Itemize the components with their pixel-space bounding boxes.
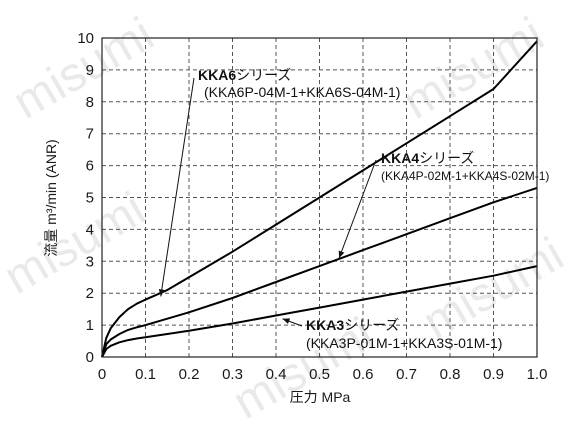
annotation-kka4: KKA4シリーズ (KKA4P-02M-1+KKA4S-02M-1) (381, 150, 549, 183)
y-tick-label: 5 (86, 190, 94, 207)
y-tick-label: 7 (86, 126, 94, 143)
annotation-kka3-title-bold: KKA3 (306, 317, 344, 333)
series-line-KKA3シリーズ (101, 265, 538, 358)
annotation-kka3: KKA3シリーズ (KKA3P-01M-1+KKA3S-01M-1) (306, 317, 502, 351)
annotation-arrow-kka3 (282, 318, 303, 327)
y-tick-label: 1 (86, 317, 94, 334)
y-tick-label: 4 (86, 221, 94, 238)
y-tick-label: 10 (77, 30, 94, 47)
annotation-kka6-title: KKA6シリーズ (198, 67, 291, 83)
series-line-KKA6シリーズ (101, 40, 538, 358)
y-tick-label: 6 (86, 158, 94, 175)
y-tick-label: 9 (86, 62, 94, 79)
annotation-arrow-kka6 (158, 77, 195, 297)
annotation-kka3-title: KKA3シリーズ (306, 317, 399, 333)
y-tick-label: 3 (86, 253, 94, 270)
series-line-KKA4シリーズ (101, 186, 538, 358)
x-tick-label: 0 (98, 366, 106, 383)
x-tick-label: 0.6 (353, 366, 374, 383)
x-tick-label: 0.1 (135, 366, 156, 383)
annotation-kka4-detail: (KKA4P-02M-1+KKA4S-02M-1) (381, 169, 549, 183)
annotation-kka3-detail: (KKA3P-01M-1+KKA3S-01M-1) (306, 335, 502, 351)
x-axis-title: 圧力 MPa (290, 389, 351, 405)
x-tick-label: 0.7 (396, 366, 417, 383)
y-tick-label: 0 (86, 349, 94, 366)
annotation-arrows (158, 77, 377, 327)
x-tick-label: 1.0 (527, 366, 548, 383)
y-axis-title: 流量 m³/min (ANR) (43, 139, 59, 256)
annotation-arrow-kka4 (338, 159, 377, 259)
watermark-text: misumi (0, 183, 154, 305)
x-tick-label: 0.9 (483, 366, 504, 383)
watermark-text: misumi (4, 8, 162, 130)
annotation-kka4-title-bold: KKA4 (381, 150, 419, 166)
annotation-kka6-title-rest: シリーズ (236, 67, 291, 83)
x-tick-label: 0.4 (266, 366, 287, 383)
annotation-kka4-title: KKA4シリーズ (381, 150, 474, 166)
series-lines (101, 40, 538, 358)
watermark-text: misumi (394, 8, 552, 130)
y-tick-label: 2 (86, 285, 94, 302)
x-tick-label: 0.5 (309, 366, 330, 383)
y-tick-label: 8 (86, 94, 94, 111)
x-tick-labels: 0 0.1 0.2 0.3 0.4 0.5 0.6 0.7 0.8 0.9 1.0 (98, 366, 548, 383)
annotation-kka4-title-rest: シリーズ (419, 150, 474, 166)
plot-frame (101, 37, 538, 358)
annotation-kka6-title-bold: KKA6 (198, 67, 236, 83)
annotation-kka6: KKA6シリーズ (KKA6P-04M-1+KKA6S-04M-1) (198, 67, 400, 100)
x-tick-label: 0.2 (179, 366, 200, 383)
x-tick-label: 0.3 (222, 366, 243, 383)
watermark-text: misumi (414, 228, 572, 350)
y-tick-labels: 0 1 2 3 4 5 6 7 8 9 10 (77, 30, 94, 366)
x-tick-label: 0.8 (440, 366, 461, 383)
annotation-kka6-detail: (KKA6P-04M-1+KKA6S-04M-1) (204, 84, 400, 100)
annotation-kka3-title-rest: シリーズ (344, 317, 399, 333)
